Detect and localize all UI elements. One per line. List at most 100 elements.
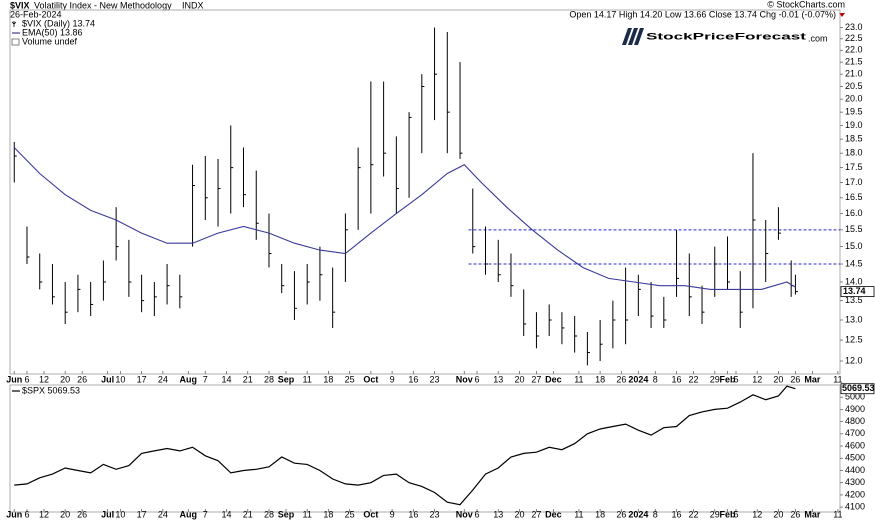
exchange: INDX xyxy=(182,0,204,10)
x-tick-label: Oct xyxy=(363,509,378,519)
x-tick-label: 6 xyxy=(24,509,29,519)
x-tick-label: 22 xyxy=(689,509,699,519)
y-tick-label: 16.5 xyxy=(845,192,863,202)
x-tick-label: Aug xyxy=(180,374,198,384)
last-value-label: 5069.53 xyxy=(842,383,875,393)
x-tick-label: Dec xyxy=(545,374,562,384)
x-tick-label: 21 xyxy=(243,509,253,519)
x-tick-label: 20 xyxy=(60,509,70,519)
x-tick-label: 11 xyxy=(574,509,583,519)
x-tick-label: 5 xyxy=(733,509,738,519)
x-tick-label: 8 xyxy=(653,509,658,519)
panel-border xyxy=(9,9,841,375)
symbol: $VIX xyxy=(10,0,30,10)
quote: Open 14.17 High 14.20 Low 13.66 Close 13… xyxy=(569,9,836,19)
x-tick-label: 11 xyxy=(833,509,842,519)
x-tick-label: 18 xyxy=(323,374,333,384)
x-tick-label: 29 xyxy=(710,374,720,384)
series-line xyxy=(13,147,796,290)
x-tick-label: 6 xyxy=(474,374,479,384)
x-tick-label: 11 xyxy=(303,509,312,519)
x-tick-label: 14 xyxy=(222,509,232,519)
x-tick-label: 16 xyxy=(672,374,682,384)
x-tick-label: Oct xyxy=(363,374,378,384)
y-tick-label: 22.5 xyxy=(845,33,863,43)
x-tick-label: Nov xyxy=(456,374,473,384)
x-tick-label: 6 xyxy=(474,509,479,519)
x-tick-label: 25 xyxy=(345,374,355,384)
y-tick-label: 4200 xyxy=(845,489,865,499)
y-tick-label: 19.5 xyxy=(845,107,863,117)
x-tick-label: Feb xyxy=(719,509,736,519)
x-tick-label: 10 xyxy=(115,509,125,519)
x-tick-label: 6 xyxy=(24,374,29,384)
y-tick-label: 5000 xyxy=(845,392,865,402)
y-tick-label: 20.0 xyxy=(845,94,863,104)
x-tick-label: 13 xyxy=(493,509,503,519)
copyright: © StockCharts.com xyxy=(767,0,845,9)
logo-icon xyxy=(622,28,644,45)
y-tick-label: 23.0 xyxy=(845,22,863,32)
y-tick-label: 18.5 xyxy=(845,134,863,144)
x-tick-label: 8 xyxy=(653,374,658,384)
x-tick-label: 26 xyxy=(616,509,626,519)
y-tick-label: 4600 xyxy=(845,440,865,450)
legend-label: $SPX 5069.53 xyxy=(22,385,80,395)
x-tick-label: 13 xyxy=(493,374,503,384)
logo: StockPriceForecast .com xyxy=(622,28,828,45)
x-tick-label: 26 xyxy=(790,509,800,519)
y-tick-label: 12.0 xyxy=(845,355,863,365)
y-tick-label: 14.0 xyxy=(845,276,863,286)
x-tick-label: Sep xyxy=(278,509,295,519)
x-tick-label: 9 xyxy=(390,374,395,384)
y-tick-label: 19.0 xyxy=(845,120,863,130)
x-tick-label: 23 xyxy=(430,374,440,384)
y-tick-label: 12.5 xyxy=(845,334,863,344)
x-tick-label: 27 xyxy=(531,374,541,384)
y-tick-label: 15.0 xyxy=(845,241,863,251)
y-tick-label: 21.0 xyxy=(845,69,863,79)
x-tick-label: 18 xyxy=(595,509,605,519)
y-tick-label: 14.5 xyxy=(845,258,863,268)
series-line xyxy=(14,385,796,506)
y-tick-label: 4900 xyxy=(845,404,865,414)
x-tick-label: 7 xyxy=(203,374,208,384)
x-tick-label: Feb xyxy=(719,374,736,384)
x-tick-label: Jun xyxy=(6,374,22,384)
y-tick-label: 17.5 xyxy=(845,162,863,172)
y-tick-label: 17.0 xyxy=(845,177,863,187)
x-tick-label: 12 xyxy=(752,374,762,384)
down-arrow xyxy=(839,13,845,17)
x-tick-label: Mar xyxy=(804,374,821,384)
y-tick-label: 16.0 xyxy=(845,208,863,218)
x-tick-label: 20 xyxy=(514,374,524,384)
x-tick-label: Jun xyxy=(6,509,22,519)
x-tick-label: Mar xyxy=(804,509,821,519)
x-tick-label: 26 xyxy=(77,509,87,519)
y-tick-label: 4300 xyxy=(845,477,865,487)
x-tick-label: Aug xyxy=(180,509,198,519)
y-tick-label: 4400 xyxy=(845,465,865,475)
x-tick-label: 18 xyxy=(595,374,605,384)
x-tick-label: 26 xyxy=(616,374,626,384)
x-tick-label: 12 xyxy=(39,374,49,384)
x-tick-label: 16 xyxy=(672,509,682,519)
x-tick-label: 5 xyxy=(733,374,738,384)
y-tick-label: 13.5 xyxy=(845,295,863,305)
x-tick-label: 23 xyxy=(430,509,440,519)
legend-glyph xyxy=(11,21,17,27)
x-tick-label: 20 xyxy=(773,374,783,384)
logo-text: StockPriceForecast xyxy=(646,31,806,41)
x-tick-label: 25 xyxy=(345,509,355,519)
x-tick-label: Sep xyxy=(278,374,295,384)
panel-border xyxy=(9,384,841,513)
x-tick-label: 2024 xyxy=(628,374,648,384)
x-tick-label: 11 xyxy=(833,374,842,384)
x-tick-label: 20 xyxy=(60,374,70,384)
x-tick-label: 24 xyxy=(158,509,168,519)
x-tick-label: 16 xyxy=(408,509,418,519)
y-tick-label: 4100 xyxy=(845,501,865,511)
x-tick-label: 29 xyxy=(710,509,720,519)
x-tick-label: Dec xyxy=(545,509,562,519)
